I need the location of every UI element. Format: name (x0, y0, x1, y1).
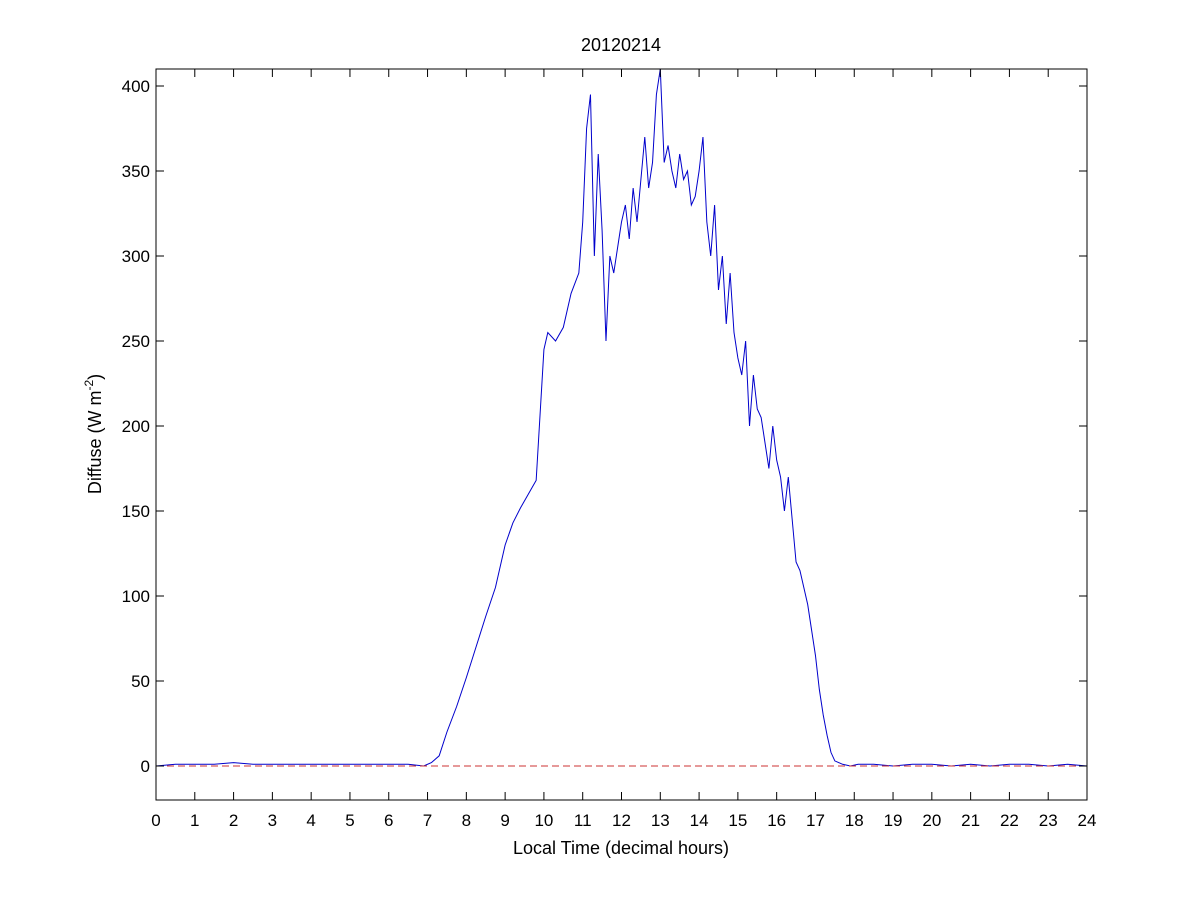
x-tick-label: 4 (306, 811, 315, 830)
y-tick-label: 0 (141, 757, 150, 776)
y-tick-label: 400 (122, 77, 150, 96)
x-axis-title: Local Time (decimal hours) (513, 838, 729, 858)
x-tick-label: 19 (884, 811, 903, 830)
y-axis-title-end: ) (85, 374, 105, 380)
x-tick-label: 6 (384, 811, 393, 830)
y-tick-label: 350 (122, 162, 150, 181)
x-tick-label: 9 (500, 811, 509, 830)
x-tick-label: 7 (423, 811, 432, 830)
x-tick-label: 15 (728, 811, 747, 830)
y-axis-title-sup: -2 (82, 379, 96, 390)
x-tick-label: 20 (922, 811, 941, 830)
y-tick-label: 100 (122, 587, 150, 606)
x-tick-label: 2 (229, 811, 238, 830)
x-tick-label: 0 (151, 811, 160, 830)
x-tick-label: 12 (612, 811, 631, 830)
y-tick-label: 300 (122, 247, 150, 266)
x-tick-label: 10 (534, 811, 553, 830)
x-tick-label: 23 (1039, 811, 1058, 830)
x-tick-label: 3 (268, 811, 277, 830)
x-tick-label: 18 (845, 811, 864, 830)
y-axis-title-main: Diffuse (W m (85, 390, 105, 494)
plot-frame (155, 68, 1088, 801)
x-tick-label: 24 (1078, 811, 1097, 830)
x-tick-label: 1 (190, 811, 199, 830)
y-tick-label: 250 (122, 332, 150, 351)
x-tick-label: 21 (961, 811, 980, 830)
chart-title: 20120214 (581, 35, 661, 55)
x-tick-label: 13 (651, 811, 670, 830)
x-tick-label: 8 (462, 811, 471, 830)
y-tick-label: 200 (122, 417, 150, 436)
y-axis-title: Diffuse (W m-2) (82, 374, 105, 494)
plot-area-group: 0 1 2 3 4 5 6 7 8 9 10 11 12 13 14 15 16 17 18 19 20 21 22 23 24… (122, 68, 1097, 830)
x-tick-label: 22 (1000, 811, 1019, 830)
y-tick-label: 50 (131, 672, 150, 691)
x-tick-label: 16 (767, 811, 786, 830)
x-tick-label: 11 (574, 811, 592, 830)
data-series-line (156, 69, 1087, 767)
x-tick-label: 17 (806, 811, 825, 830)
x-tick-label: 5 (345, 811, 354, 830)
x-tick-label: 14 (690, 811, 709, 830)
y-tick-label: 150 (122, 502, 150, 521)
